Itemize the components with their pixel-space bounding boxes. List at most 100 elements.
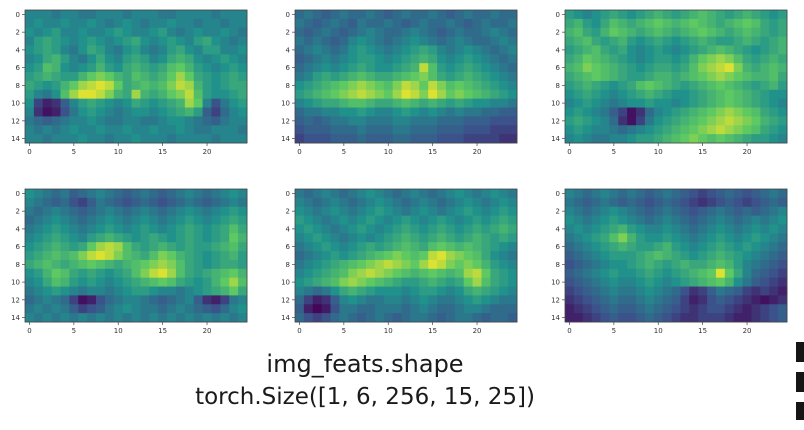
heatmap-cell	[724, 54, 735, 64]
heatmap-cell	[51, 251, 61, 261]
heatmap-cell	[419, 116, 429, 126]
heatmap-cell	[33, 304, 44, 314]
heatmap-cell	[104, 304, 115, 314]
heatmap-cell	[96, 125, 106, 135]
heatmap-cell	[445, 125, 456, 135]
heatmap-cell	[680, 134, 690, 144]
heatmap-cell	[724, 251, 735, 261]
heatmap-cell	[751, 304, 761, 314]
heatmap-cell	[618, 242, 628, 252]
heatmap-cell	[627, 125, 637, 135]
y-tick-label: 6	[16, 64, 21, 72]
heatmap-cell	[769, 197, 779, 208]
heatmap-cell	[348, 18, 358, 29]
heatmap-cell	[202, 233, 212, 243]
y-tick-label: 12	[281, 117, 290, 125]
heatmap-cell	[184, 313, 195, 323]
heatmap-cell	[751, 277, 761, 287]
heatmap-cell	[463, 107, 473, 117]
heatmap-cell	[69, 251, 79, 261]
heatmap-cell	[428, 125, 438, 135]
heatmap-cell	[428, 36, 438, 46]
heatmap-cell	[295, 268, 305, 279]
heatmap-cell	[348, 10, 358, 20]
heatmap-cell	[60, 54, 70, 64]
heatmap-cell	[87, 206, 97, 216]
heatmap-cell	[211, 98, 221, 108]
heatmap-cell	[591, 54, 601, 64]
x-tick-label: 15	[698, 327, 707, 335]
heatmap-cell	[202, 80, 212, 91]
heatmap-cell	[778, 72, 788, 82]
heatmap-cell	[122, 10, 132, 20]
heatmap-cell	[51, 277, 61, 287]
x-tick-label: 20	[743, 327, 752, 335]
heatmap-cell	[51, 72, 61, 82]
heatmap-cell	[573, 224, 584, 234]
heatmap-cell	[698, 125, 708, 135]
heatmap-cell	[490, 18, 500, 29]
heatmap-cell	[383, 259, 394, 270]
heatmap-cell	[481, 197, 491, 208]
heatmap-cell	[769, 107, 779, 117]
heatmap-cell	[698, 89, 708, 100]
heatmap-cell	[158, 304, 168, 314]
heatmap-cell	[428, 215, 438, 225]
heatmap-cell	[193, 206, 203, 216]
heatmap-cell	[158, 54, 168, 64]
heatmap-cell	[742, 215, 752, 225]
heatmap-cell	[760, 268, 770, 279]
heatmap-cell	[698, 304, 708, 314]
heatmap-cell	[348, 125, 358, 135]
heatmap-cell	[508, 80, 518, 91]
heatmap-cell	[229, 224, 239, 234]
heatmap-cell	[149, 72, 159, 82]
heatmap-cell	[69, 116, 79, 126]
heatmap-cell	[662, 215, 672, 225]
heatmap-cell	[565, 242, 575, 252]
heatmap-cell	[113, 10, 124, 20]
cropped-edge-mark	[796, 372, 804, 392]
heatmap-cell	[508, 27, 518, 37]
y-tick-label: 0	[286, 190, 290, 198]
heatmap-cell	[87, 224, 97, 234]
heatmap-cell	[481, 18, 491, 29]
heatmap-cell	[733, 295, 743, 305]
heatmap-cell	[760, 215, 770, 225]
heatmap-cell	[609, 189, 619, 199]
heatmap-cell	[609, 89, 619, 100]
heatmap-cell	[51, 242, 61, 252]
heatmap-cell	[419, 286, 429, 296]
heatmap-cell	[401, 54, 411, 64]
heatmap-cell	[600, 134, 610, 144]
heatmap-cell	[167, 36, 177, 46]
heatmap-cell	[113, 80, 124, 91]
heatmap-cell	[33, 10, 44, 20]
heatmap-cell	[87, 251, 97, 261]
heatmap-cell	[348, 313, 358, 323]
heatmap-cell	[401, 107, 411, 117]
heatmap-cell	[769, 206, 779, 216]
heatmap-cell	[140, 134, 150, 144]
heatmap-cell	[303, 251, 314, 261]
heatmap-cell	[51, 268, 61, 279]
heatmap-cell	[627, 18, 637, 29]
heatmap-cell	[636, 72, 646, 82]
heatmap-cell	[508, 54, 518, 64]
heatmap-cell	[573, 27, 584, 37]
heatmap-cell	[184, 134, 195, 144]
heatmap-cell	[131, 277, 141, 287]
heatmap-cell	[618, 116, 628, 126]
heatmap-cell	[715, 80, 726, 91]
heatmap-cell	[122, 54, 132, 64]
heatmap-cell	[149, 27, 159, 37]
heatmap-cell	[627, 116, 637, 126]
heatmap-cell	[220, 18, 230, 29]
heatmap-cell	[51, 63, 61, 73]
heatmap-cell	[193, 197, 203, 208]
heatmap-cell	[636, 251, 646, 261]
heatmap-cell	[419, 206, 429, 216]
x-tick-label: 10	[384, 327, 393, 335]
heatmap-cell	[454, 63, 465, 73]
heatmap-cell	[383, 295, 394, 305]
